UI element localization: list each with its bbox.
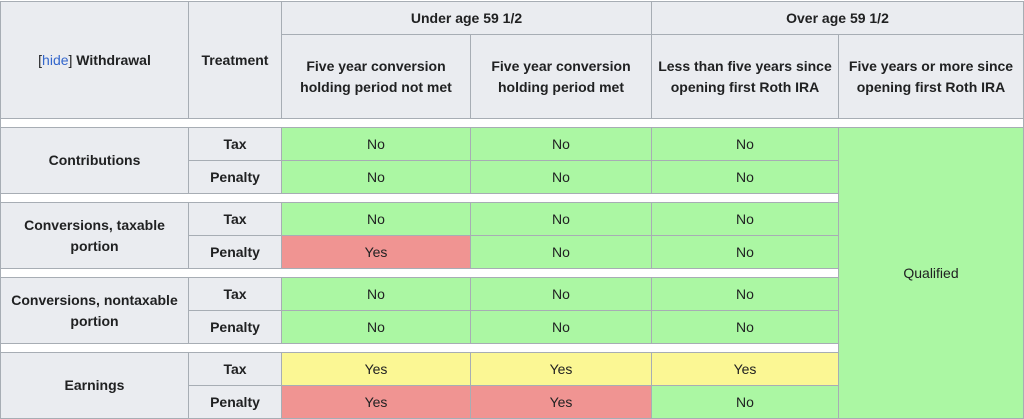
separator-cell bbox=[0, 268, 839, 278]
value-cell: No bbox=[651, 202, 839, 236]
treatment-label: Tax bbox=[188, 202, 282, 236]
withdrawal-label: Withdrawal bbox=[76, 51, 151, 68]
row-group-label-conversions-taxable: Conversions, taxable portion bbox=[0, 202, 189, 269]
value-cell: No bbox=[651, 385, 839, 419]
separator-cell bbox=[0, 343, 839, 353]
value-cell: No bbox=[651, 277, 839, 311]
qualified-cell: Qualified bbox=[838, 127, 1024, 419]
header-treatment: Treatment bbox=[188, 1, 282, 119]
table-row: Conversions, taxable portion Tax No No N… bbox=[0, 202, 1024, 269]
value-cell: No bbox=[281, 310, 471, 344]
table-row: Penalty Yes Yes No bbox=[1, 385, 1024, 419]
value-cell: No bbox=[651, 310, 839, 344]
row-group-label-conversions-nontaxable: Conversions, nontaxable portion bbox=[0, 277, 189, 344]
table-row: Conversions, nontaxable portion Tax No N… bbox=[0, 277, 1024, 344]
value-cell: Yes bbox=[470, 385, 652, 419]
treatment-label: Penalty bbox=[188, 385, 282, 419]
hide-open-bracket: [ bbox=[38, 51, 43, 68]
hide-close-bracket: ] bbox=[68, 51, 73, 68]
header-over-age: Over age 59 1/2 bbox=[651, 1, 1024, 35]
column-header-holding-met: Five year conversion holding period met bbox=[470, 34, 652, 119]
treatment-label: Tax bbox=[188, 127, 282, 161]
column-header-holding-not-met: Five year conversion holding period not … bbox=[281, 34, 471, 119]
column-header-less-than-five: Less than five years since opening first… bbox=[651, 34, 839, 119]
hide-toggle: [hide] bbox=[38, 52, 72, 68]
separator-row bbox=[0, 118, 1024, 128]
separator-cell bbox=[0, 193, 839, 203]
hide-toggle-link[interactable]: hide bbox=[42, 51, 69, 68]
row-group-label-earnings: Earnings bbox=[0, 352, 189, 419]
value-cell: No bbox=[281, 277, 471, 311]
value-cell: No bbox=[651, 127, 839, 161]
treatment-label: Penalty bbox=[188, 160, 282, 194]
value-cell: No bbox=[470, 127, 652, 161]
treatment-label: Tax bbox=[188, 277, 282, 311]
value-cell: No bbox=[651, 235, 839, 269]
value-cell: No bbox=[470, 202, 652, 236]
value-cell: No bbox=[470, 277, 652, 311]
value-cell: Yes bbox=[281, 385, 471, 419]
value-cell: Yes bbox=[281, 235, 471, 269]
value-cell: No bbox=[281, 127, 471, 161]
row-group-label-contributions: Contributions bbox=[0, 127, 189, 194]
table-row: Penalty No No No bbox=[1, 160, 1024, 194]
table-row: Penalty Yes No No bbox=[1, 235, 1024, 269]
value-cell: Yes bbox=[470, 352, 652, 386]
separator-cell bbox=[0, 118, 1024, 128]
column-header-five-or-more: Five years or more since opening first R… bbox=[838, 34, 1024, 119]
value-cell: No bbox=[470, 235, 652, 269]
treatment-label: Tax bbox=[188, 352, 282, 386]
value-cell: No bbox=[470, 310, 652, 344]
value-cell: No bbox=[281, 160, 471, 194]
value-cell: Yes bbox=[281, 352, 471, 386]
value-cell: No bbox=[470, 160, 652, 194]
treatment-label: Penalty bbox=[188, 235, 282, 269]
header-withdrawal: [hide] Withdrawal bbox=[0, 1, 189, 119]
table-row: Contributions Tax No No No Qualified bbox=[0, 127, 1024, 419]
value-cell: No bbox=[651, 160, 839, 194]
table-row: Penalty No No No bbox=[1, 310, 1024, 344]
header-under-age: Under age 59 1/2 bbox=[281, 1, 652, 35]
treatment-label: Penalty bbox=[188, 310, 282, 344]
value-cell: No bbox=[281, 202, 471, 236]
value-cell: Yes bbox=[651, 352, 839, 386]
